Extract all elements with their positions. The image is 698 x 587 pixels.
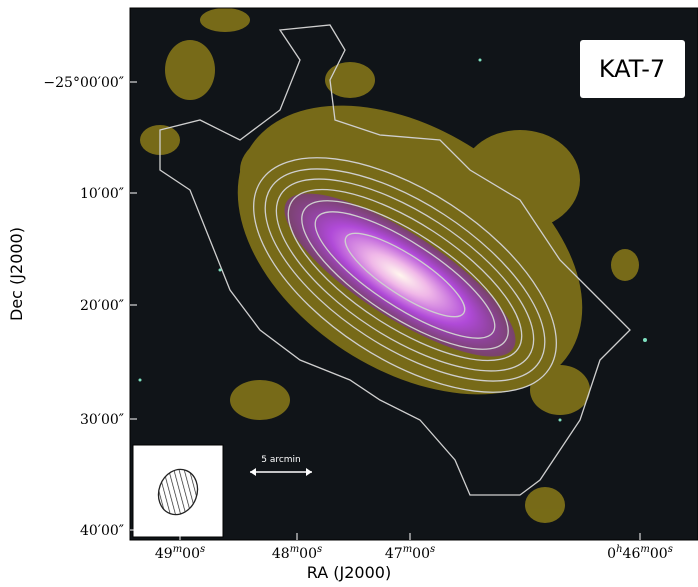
x-tick-part: s	[430, 544, 435, 555]
frame	[129, 7, 698, 541]
sky-image: KAT-7 5 arcmin	[130, 8, 698, 540]
x-tick-part: s	[317, 544, 322, 555]
y-tick-label: 20′00″	[80, 298, 124, 314]
x-tick-part: h	[616, 544, 622, 555]
x-tick-label: 0h46m00s	[607, 544, 673, 562]
x-tick-part: s	[668, 544, 673, 555]
x-tick-part: 49	[155, 546, 173, 562]
x-tick-part: m	[173, 544, 182, 555]
x-tick-part: s	[200, 544, 205, 555]
x-tick-part: m	[403, 544, 412, 555]
x-tick-label: 48m00s	[272, 544, 322, 562]
x-tick-part: 00	[299, 546, 317, 562]
y-tick-label: 40′00″	[80, 523, 124, 539]
x-tick-label: 49m00s	[155, 544, 205, 562]
y-tick-label: 10′00″	[80, 186, 124, 202]
x-tick-part: 47	[385, 546, 403, 562]
y-tick-label: 30′00″	[80, 412, 124, 428]
x-axis-title: RA (J2000)	[307, 563, 391, 582]
label-box	[580, 40, 685, 98]
scale-label: 5 arcmin	[261, 455, 301, 465]
y-tick-label: −25°00′00″	[43, 75, 124, 91]
x-tick-part: 46	[623, 546, 641, 562]
x-tick-part: 48	[272, 546, 290, 562]
x-tick-part: 00	[412, 546, 430, 562]
x-tick-part: 00	[650, 546, 668, 562]
x-tick-label: 47m00s	[385, 544, 435, 562]
x-tick-part: m	[290, 544, 299, 555]
x-tick-part: 0	[607, 546, 616, 562]
x-tick-part: m	[640, 544, 649, 555]
x-tick-part: 00	[182, 546, 200, 562]
instrument-label: KAT-7	[599, 55, 665, 83]
y-axis-title: Dec (J2000)	[7, 227, 26, 321]
beam	[157, 468, 199, 516]
